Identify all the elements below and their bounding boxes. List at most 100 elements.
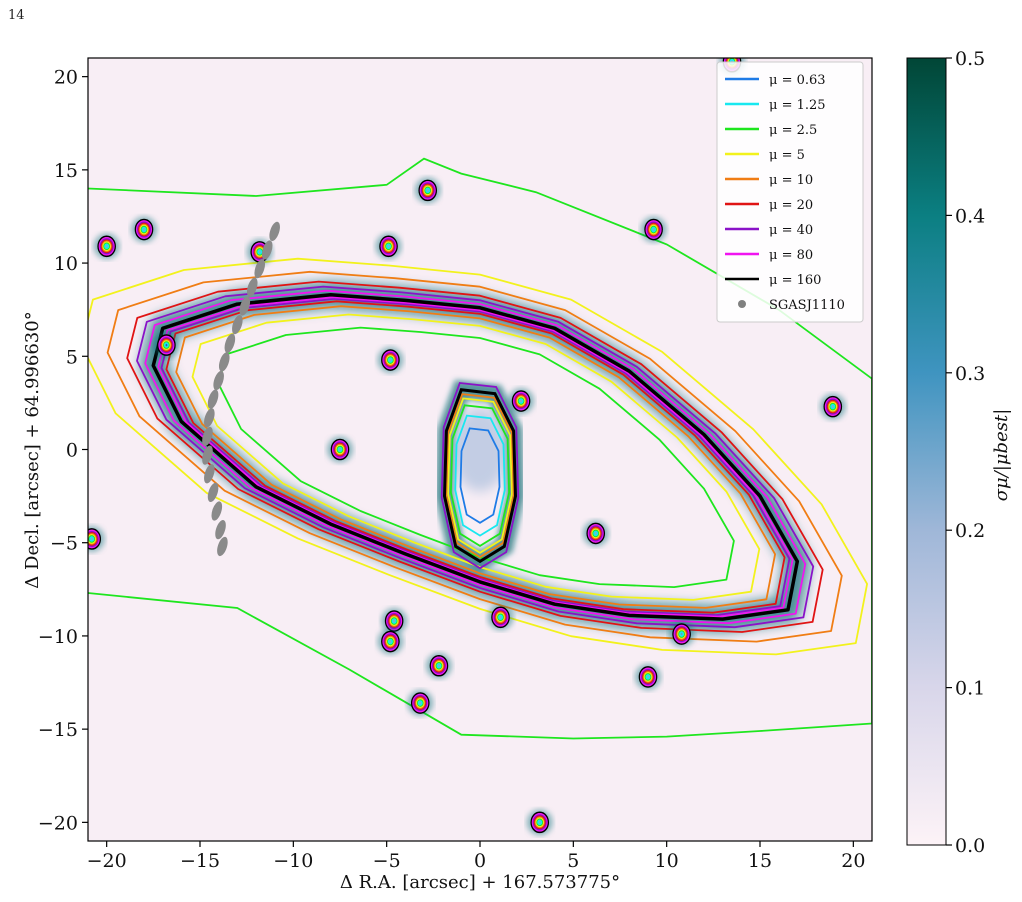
galaxy-contour-ring [102, 241, 111, 252]
galaxy-contour-ring [435, 661, 443, 670]
galaxy-contour-ring [421, 183, 434, 198]
galaxy-contour-group [93, 233, 120, 260]
galaxy-contour-ring [514, 393, 528, 410]
galaxy-contour-ring [639, 667, 657, 687]
galaxy-contour-ring [389, 616, 399, 626]
galaxy-contour-ring [826, 399, 839, 414]
galaxy-contour-ring [593, 530, 599, 537]
galaxy-contour-ring [516, 396, 526, 406]
galaxy-contour-ring [88, 535, 96, 543]
galaxy-contour-ring [88, 533, 97, 545]
legend-box [716, 61, 864, 323]
magnification-contour [126, 280, 824, 633]
galaxy-contour-ring [410, 692, 430, 714]
galaxy-contour-group [640, 216, 667, 243]
galaxy-contour-ring [517, 397, 525, 405]
x-tick-label: 15 [748, 850, 772, 872]
galaxy-contour-ring [158, 335, 175, 355]
galaxy-contour-ring [433, 659, 444, 672]
galaxy-contour-ring [335, 444, 345, 455]
x-tick-label: −5 [373, 850, 401, 872]
galaxy-contour-ring [388, 614, 401, 628]
galaxy-contour-ring [383, 240, 394, 253]
galaxy-contour-ring [382, 239, 395, 254]
x-tick-label: 5 [567, 850, 579, 872]
galaxy-contour-ring [412, 693, 429, 713]
galaxy-contour-ring [163, 342, 169, 348]
galaxy-contour-ring [134, 218, 154, 241]
galaxy-contour-ring [419, 181, 436, 200]
legend-label: μ = 1.25 [769, 98, 826, 113]
y-axis-ticks: −20 −15 −10 −5 0 5 10 15 20 [38, 67, 88, 834]
galaxy-contour-group [375, 233, 402, 260]
galaxy-contour-ring [413, 695, 428, 712]
galaxy-contour-ring [416, 698, 425, 708]
legend-label: μ = 80 [769, 248, 813, 263]
galaxy-contour-ring [257, 249, 263, 255]
galaxy-contour-group [425, 652, 452, 679]
magnification-contour [191, 313, 761, 601]
galaxy-contour-ring [828, 401, 837, 412]
galaxy-contour-ring [649, 224, 658, 235]
legend-label: SGASJ1110 [769, 298, 845, 313]
galaxy-contour-ring [139, 224, 149, 235]
galaxy-contour-ring [381, 238, 396, 255]
galaxy-contour-ring [825, 398, 840, 415]
magnification-contour [217, 326, 735, 588]
galaxy-contour-ring [498, 614, 504, 621]
galaxy-contour-ring [385, 354, 396, 366]
y-tick-label: −15 [38, 719, 78, 741]
galaxy-contour-ring [385, 635, 396, 648]
galaxy-contour-ring [643, 672, 653, 682]
galaxy-contour-ring [830, 403, 836, 410]
galaxy-contour-ring [387, 613, 402, 630]
galaxy-contour-ring [433, 658, 445, 673]
galaxy-contour-ring [644, 673, 652, 681]
galaxy-contour-ring [646, 221, 661, 238]
galaxy-contour-ring [676, 628, 687, 640]
galaxy-contour-ring [334, 443, 346, 456]
arc-marker [269, 221, 280, 241]
galaxy-contour-ring [379, 235, 398, 258]
galaxy-contour-group [377, 347, 404, 374]
x-tick-label: −20 [87, 850, 127, 872]
galaxy-contour-ring [672, 623, 691, 645]
inner-contour [447, 397, 513, 554]
arc-marker [232, 314, 243, 335]
galaxy-contour-ring [434, 660, 444, 671]
x-tick-label: 20 [841, 850, 865, 872]
galaxy-contour-ring [679, 631, 685, 637]
colorbar-tick-label: 0.4 [955, 205, 985, 227]
legend-label: μ = 10 [769, 173, 813, 188]
galaxy-contour-ring [651, 226, 657, 233]
inner-contour [445, 393, 515, 559]
galaxy-contour-ring [513, 391, 530, 411]
inner-contour [449, 404, 511, 547]
galaxy-contour-ring [387, 637, 394, 646]
arc-marker [239, 296, 251, 316]
galaxy-contour-ring [674, 626, 689, 643]
galaxy-contour-ring [141, 226, 147, 233]
magnification-contour [165, 300, 786, 614]
legend-label: μ = 5 [769, 148, 805, 163]
galaxy-contour-ring [537, 819, 543, 826]
galaxy-contour-ring [515, 394, 527, 408]
galaxy-contour-ring [88, 530, 99, 547]
arc-marker [224, 333, 236, 353]
galaxy-contour-ring [383, 352, 398, 369]
galaxy-contour-ring [387, 356, 394, 364]
arc-marker [207, 389, 219, 409]
galaxy-contour-ring [645, 220, 662, 239]
galaxy-contour-ring [382, 632, 399, 651]
galaxy-contour-ring [516, 395, 527, 407]
galaxy-contour-ring [135, 220, 153, 239]
colorbar-tick-label: 0.5 [955, 48, 985, 70]
galaxy-contour-ring [829, 402, 837, 411]
galaxy-contour-ring [589, 526, 602, 541]
galaxy-contour-ring [641, 668, 655, 685]
galaxy-contour-ring [384, 634, 397, 649]
galaxy-contour-ring [588, 525, 603, 542]
galaxy-contour-ring [138, 222, 150, 237]
galaxy-contour-ring [336, 445, 344, 454]
galaxy-contour-ring [494, 610, 507, 625]
